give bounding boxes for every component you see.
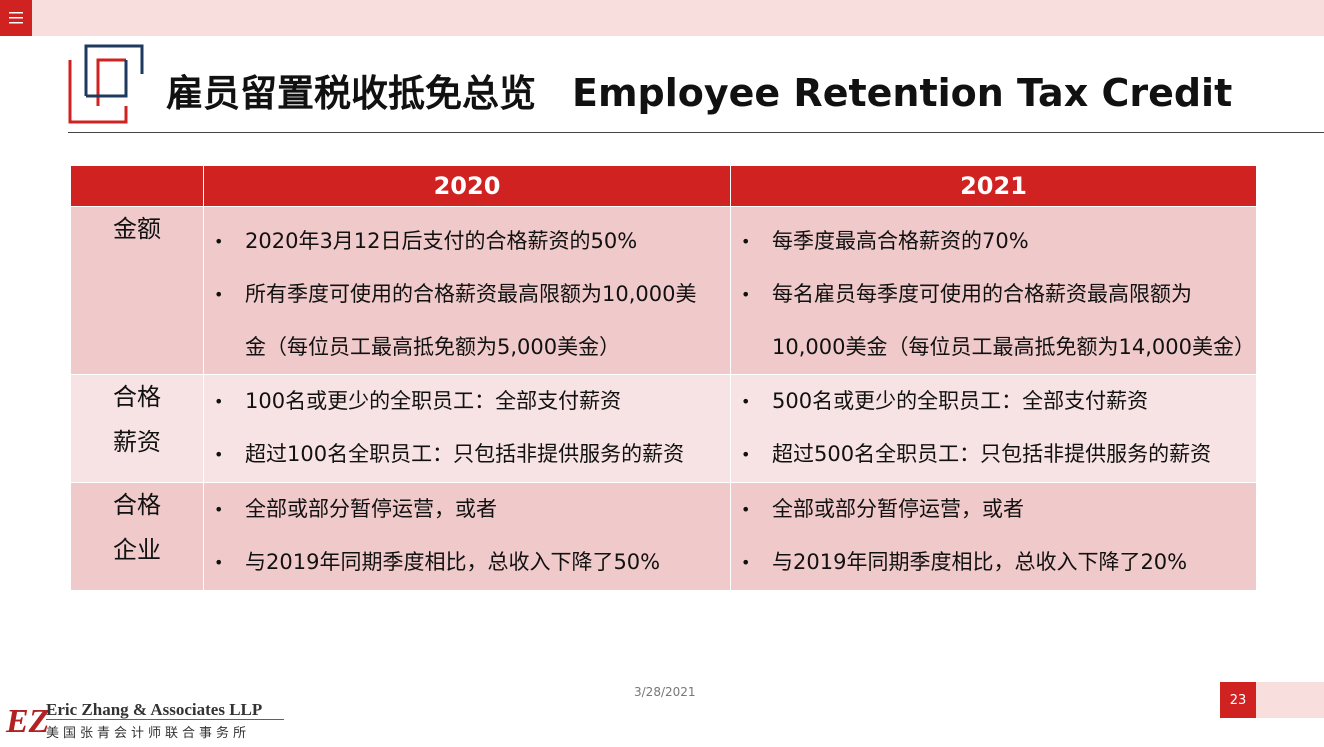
list-item: 每名雇员每季度可使用的合格薪资最高限额为 bbox=[731, 268, 1256, 321]
page-number: 23 bbox=[1220, 682, 1256, 718]
comparison-table: 2020 2021 金额 2020年3月12日后支付的合格薪资的50% 所有季度… bbox=[70, 165, 1257, 591]
top-bar bbox=[0, 0, 1324, 36]
menu-button[interactable] bbox=[0, 0, 32, 36]
cell-2021-amount: 每季度最高合格薪资的70% 每名雇员每季度可使用的合格薪资最高限额为 10,00… bbox=[730, 206, 1257, 375]
list-item: 每季度最高合格薪资的70% bbox=[731, 215, 1256, 268]
corner-brackets-logo-icon bbox=[68, 44, 144, 124]
row-label-qualified-business: 合格 企业 bbox=[70, 482, 204, 591]
ez-logo-letters: EZ bbox=[5, 703, 49, 740]
list-item: 100名或更少的全职员工：全部支付薪资 bbox=[204, 375, 730, 428]
row-label-text: 企业 bbox=[113, 536, 161, 564]
firm-divider bbox=[46, 719, 284, 720]
list-item: 全部或部分暂停运营，或者 bbox=[204, 483, 730, 536]
header-cell-2020: 2020 bbox=[203, 165, 731, 207]
list-item: 与2019年同期季度相比，总收入下降了20% bbox=[731, 536, 1256, 589]
page-title: 雇员留置税收抵免总览 Employee Retention Tax Credit bbox=[166, 66, 1232, 120]
hamburger-menu-icon bbox=[9, 12, 23, 24]
row-label-text: 合格 bbox=[113, 383, 161, 411]
list-item: 2020年3月12日后支付的合格薪资的50% bbox=[204, 215, 730, 268]
list-item: 所有季度可使用的合格薪资最高限额为10,000美 bbox=[204, 268, 730, 321]
list-item: 与2019年同期季度相比，总收入下降了50% bbox=[204, 536, 730, 589]
header-cell-empty bbox=[70, 165, 204, 207]
title-en: Employee Retention Tax Credit bbox=[572, 71, 1233, 115]
row-label-text: 合格 bbox=[113, 491, 161, 519]
page-number-backdrop bbox=[1256, 682, 1324, 718]
list-item-continuation: 金（每位员工最高抵免额为5,000美金） bbox=[245, 335, 621, 359]
table-row-qualified-wages: 合格 薪资 100名或更少的全职员工：全部支付薪资 超过100名全职员工：只包括… bbox=[70, 374, 1257, 483]
firm-name: Eric Zhang & Associates LLP bbox=[46, 700, 263, 719]
cell-2020-amount: 2020年3月12日后支付的合格薪资的50% 所有季度可使用的合格薪资最高限额为… bbox=[203, 206, 731, 375]
ez-logo-icon: EZ bbox=[5, 703, 49, 740]
slide-date: 3/28/2021 bbox=[634, 685, 696, 699]
cell-2021-qualified-business: 全部或部分暂停运营，或者 与2019年同期季度相比，总收入下降了20% bbox=[730, 482, 1257, 591]
table-row-amount: 金额 2020年3月12日后支付的合格薪资的50% 所有季度可使用的合格薪资最高… bbox=[70, 206, 1257, 375]
header-cell-2021: 2021 bbox=[730, 165, 1257, 207]
title-divider bbox=[68, 132, 1324, 133]
row-label-text: 薪资 bbox=[113, 428, 161, 456]
row-label-text: 金额 bbox=[113, 215, 161, 243]
title-cn: 雇员留置税收抵免总览 bbox=[166, 72, 536, 115]
firm-name-cn: 美国张青会计师联合事务所 bbox=[46, 726, 251, 741]
cell-2020-qualified-business: 全部或部分暂停运营，或者 与2019年同期季度相比，总收入下降了50% bbox=[203, 482, 731, 591]
row-label-qualified-wages: 合格 薪资 bbox=[70, 374, 204, 483]
list-item: 全部或部分暂停运营，或者 bbox=[731, 483, 1256, 536]
list-item: 超过500名全职员工：只包括非提供服务的薪资 bbox=[731, 428, 1256, 481]
list-item: 500名或更少的全职员工：全部支付薪资 bbox=[731, 375, 1256, 428]
list-item-continuation: 10,000美金（每位员工最高抵免额为14,000美金） bbox=[772, 335, 1255, 359]
list-item: 超过100名全职员工：只包括非提供服务的薪资 bbox=[204, 428, 730, 481]
table-row-qualified-business: 合格 企业 全部或部分暂停运营，或者 与2019年同期季度相比，总收入下降了50… bbox=[70, 482, 1257, 591]
table-header-row: 2020 2021 bbox=[70, 165, 1257, 207]
row-label-amount: 金额 bbox=[70, 206, 204, 375]
cell-2021-qualified-wages: 500名或更少的全职员工：全部支付薪资 超过500名全职员工：只包括非提供服务的… bbox=[730, 374, 1257, 483]
cell-2020-qualified-wages: 100名或更少的全职员工：全部支付薪资 超过100名全职员工：只包括非提供服务的… bbox=[203, 374, 731, 483]
